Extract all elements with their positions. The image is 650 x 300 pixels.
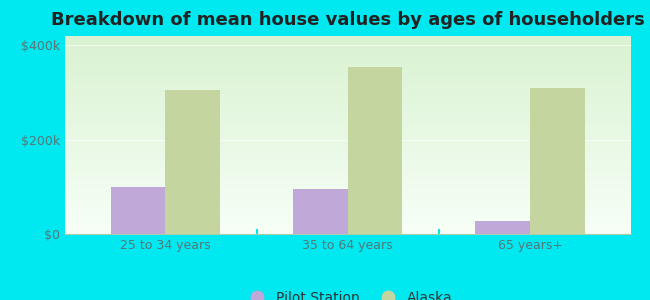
Bar [165, 90, 220, 234]
Title: Breakdown of mean house values by ages of householders: Breakdown of mean house values by ages o… [51, 11, 645, 29]
Bar [475, 221, 530, 234]
Bar [530, 88, 585, 234]
Bar [111, 187, 165, 234]
Legend: Pilot Station, Alaska: Pilot Station, Alaska [237, 285, 458, 300]
Bar [293, 189, 348, 234]
Bar [348, 67, 402, 234]
